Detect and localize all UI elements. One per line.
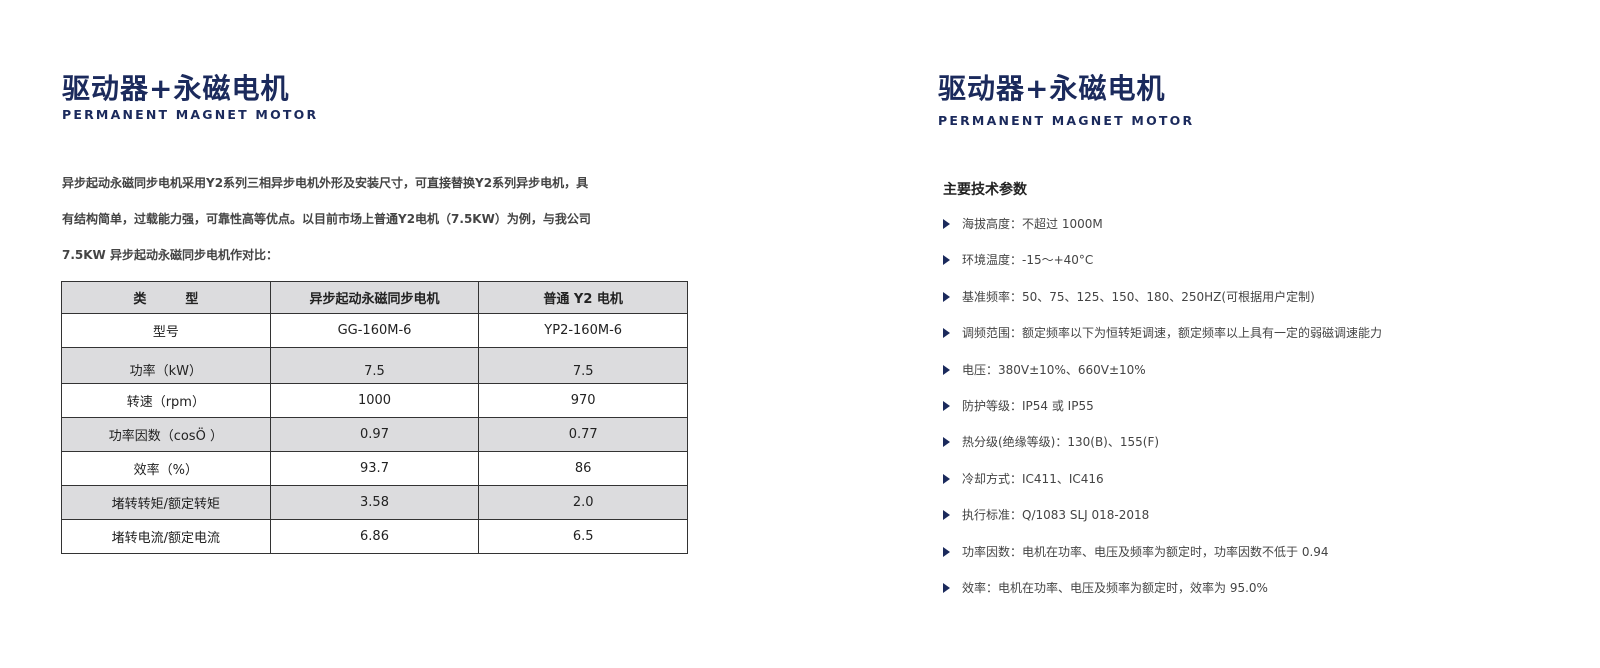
intro-line: 7.5KW 异步起动永磁同步电机作对比： (62, 248, 278, 262)
table-row: 功率（kW） 7.5 7.5 (61, 347, 688, 384)
param-text: 调频范围：额定频率以下为恒转矩调速，额定频率以上具有一定的弱磁调速能力 (962, 326, 1383, 341)
table-cell: 2.0 (478, 485, 688, 520)
table-cell: GG-160M-6 (269, 313, 480, 348)
param-item: 执行标准：Q/1083 SLJ 018-2018 (943, 506, 1382, 542)
table-row: 堵转转矩/额定转矩 3.58 2.0 (61, 485, 688, 520)
table-cell: 7.5 (269, 347, 480, 384)
triangle-bullet-icon (943, 437, 950, 448)
table-cell: 转速（rpm） (61, 383, 271, 418)
param-item: 冷却方式：IC411、IC416 (943, 470, 1382, 506)
table-cell: 6.5 (478, 519, 688, 554)
intro-line: 有结构简单，过载能力强，可靠性高等优点。以目前市场上普通Y2电机（7.5KW）为… (62, 212, 591, 226)
table-cell: 1000 (269, 383, 480, 418)
table-row: 型号 GG-160M-6 YP2-160M-6 (61, 313, 688, 348)
triangle-bullet-icon (943, 510, 950, 521)
table-cell: 堵转转矩/额定转矩 (61, 485, 271, 520)
triangle-bullet-icon (943, 328, 950, 339)
table-cell: 7.5 (478, 347, 688, 384)
table-header-row: 类 型 异步起动永磁同步电机 普通 Y2 电机 (61, 281, 688, 314)
param-text: 功率因数：电机在功率、电压及频率为额定时，功率因数不低于 0.94 (962, 544, 1329, 559)
triangle-bullet-icon (943, 291, 950, 302)
table-cell: 6.86 (269, 519, 480, 554)
table-cell: 0.97 (269, 417, 480, 452)
triangle-bullet-icon (943, 255, 950, 266)
param-item: 防护等级：IP54 或 IP55 (943, 397, 1382, 433)
param-text: 执行标准：Q/1083 SLJ 018-2018 (962, 508, 1150, 523)
left-title: 驱动器+永磁电机 (62, 72, 290, 105)
param-item: 热分级(绝缘等级)：130(B)、155(F) (943, 433, 1382, 469)
param-text: 海拔高度：不超过 1000M (962, 217, 1103, 231)
param-text: 基准频率：50、75、125、150、180、250HZ(可根据用户定制) (962, 289, 1315, 304)
param-item: 电压：380V±10%、660V±10% (943, 361, 1382, 397)
intro-line: 异步起动永磁同步电机采用Y2系列三相异步电机外形及安装尺寸，可直接替换Y2系列异… (62, 176, 589, 190)
triangle-bullet-icon (943, 364, 950, 375)
comparison-table: 类 型 异步起动永磁同步电机 普通 Y2 电机 型号 GG-160M-6 YP2… (61, 281, 688, 554)
param-item: 基准频率：50、75、125、150、180、250HZ(可根据用户定制) (943, 288, 1382, 324)
table-cell: 型号 (61, 313, 271, 348)
params-heading: 主要技术参数 (943, 182, 1027, 198)
param-item: 功率因数：电机在功率、电压及频率为额定时，功率因数不低于 0.94 (943, 543, 1382, 579)
triangle-bullet-icon (943, 400, 950, 411)
header-cell: 类 型 (61, 281, 271, 314)
table-cell: 功率因数（cosÖ ） (61, 417, 271, 452)
table-cell: 效率（%） (61, 451, 271, 486)
triangle-bullet-icon (943, 219, 950, 229)
right-subtitle: PERMANENT MAGNET MOTOR (938, 113, 1195, 128)
table-row: 转速（rpm） 1000 970 (61, 383, 688, 418)
table-row: 功率因数（cosÖ ） 0.97 0.77 (61, 417, 688, 452)
params-list: 海拔高度：不超过 1000M 环境温度：-15～+40°C 基准频率：50、75、1… (943, 215, 1382, 615)
table-cell: 86 (478, 451, 688, 486)
intro-paragraph: 异步起动永磁同步电机采用Y2系列三相异步电机外形及安装尺寸，可直接替换Y2系列异… (62, 174, 662, 282)
table-cell: 功率（kW） (61, 347, 271, 384)
left-subtitle: PERMANENT MAGNET MOTOR (62, 107, 319, 122)
param-item: 海拔高度：不超过 1000M (943, 215, 1382, 251)
table-cell: 堵转电流/额定电流 (61, 519, 271, 554)
param-text: 电压：380V±10%、660V±10% (962, 362, 1146, 377)
param-text: 防护等级：IP54 或 IP55 (962, 398, 1094, 413)
table-cell: 0.77 (478, 417, 688, 452)
param-text: 环境温度：-15～+40°C (962, 253, 1094, 268)
triangle-bullet-icon (943, 546, 950, 557)
table-row: 效率（%） 93.7 86 (61, 451, 688, 486)
param-item: 调频范围：额定频率以下为恒转矩调速，额定频率以上具有一定的弱磁调速能力 (943, 324, 1382, 360)
table-row: 堵转电流/额定电流 6.86 6.5 (61, 519, 688, 554)
table-cell: YP2-160M-6 (478, 313, 688, 348)
triangle-bullet-icon (943, 582, 950, 593)
param-text: 效率：电机在功率、电压及频率为额定时，效率为 95.0% (962, 580, 1268, 595)
param-item: 环境温度：-15～+40°C (943, 251, 1382, 287)
param-item: 效率：电机在功率、电压及频率为额定时，效率为 95.0% (943, 579, 1382, 615)
param-text: 热分级(绝缘等级)：130(B)、155(F) (962, 435, 1160, 450)
table-cell: 3.58 (269, 485, 480, 520)
table-cell: 970 (478, 383, 688, 418)
table-cell: 93.7 (269, 451, 480, 486)
right-title: 驱动器+永磁电机 (938, 72, 1166, 105)
header-cell: 普通 Y2 电机 (478, 281, 688, 314)
triangle-bullet-icon (943, 473, 950, 484)
param-text: 冷却方式：IC411、IC416 (962, 471, 1104, 486)
header-cell: 异步起动永磁同步电机 (269, 281, 480, 314)
